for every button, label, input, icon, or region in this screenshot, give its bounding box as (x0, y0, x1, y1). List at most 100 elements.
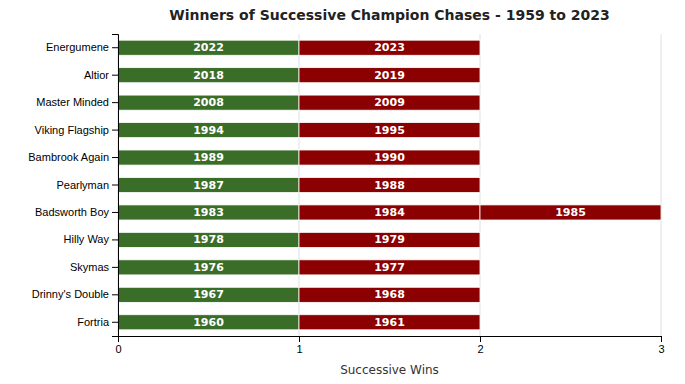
bar-segment (480, 177, 481, 192)
bar-segment (480, 95, 481, 110)
x-tick-label: 0 (115, 343, 121, 355)
x-tick: 1 (296, 336, 302, 355)
segment-label: 1988 (374, 179, 405, 192)
bar-segment (118, 40, 299, 55)
segment-label: 1987 (193, 179, 224, 192)
x-tick: 3 (658, 336, 664, 355)
y-tick-mark (112, 75, 118, 76)
x-axis: 0 1 2 3 (115, 336, 664, 355)
y-tick-mark (112, 130, 118, 131)
bar-segment (118, 232, 299, 247)
bar-segment (480, 287, 481, 302)
segment-label: 1983 (193, 206, 224, 219)
grid-line (661, 34, 662, 336)
segment-label: 2018 (193, 69, 224, 82)
y-axis-line (112, 35, 119, 337)
y-tick-label: Pearlyman (56, 179, 109, 191)
bar-segment (118, 95, 299, 110)
segment-label: 2008 (193, 96, 224, 109)
x-axis-title: Successive Wins (340, 363, 439, 377)
x-tick: 0 (115, 336, 121, 355)
bars (118, 40, 661, 330)
segment-labels: 2022202320182019200820091994199519891990… (193, 41, 586, 329)
segment-label: 1961 (374, 316, 405, 329)
y-tick: Viking Flagship (35, 124, 118, 136)
y-tick: Skymas (70, 261, 118, 273)
segment-label: 2022 (193, 41, 224, 54)
x-tick-label: 3 (658, 343, 664, 355)
bar-segment (299, 315, 480, 330)
bar-segment (299, 260, 480, 275)
x-tick-mark (299, 336, 300, 342)
bar-segment (118, 177, 299, 192)
segment-label: 1979 (374, 233, 405, 246)
y-tick-mark (112, 185, 118, 186)
bar-segment (299, 68, 480, 83)
x-tick-mark (480, 336, 481, 342)
y-tick: Drinny's Double (32, 288, 118, 300)
y-tick-mark (112, 102, 118, 103)
bar-segment (480, 123, 481, 138)
bar-segment (299, 177, 480, 192)
segment-label: 1984 (374, 206, 405, 219)
bar-segment (480, 205, 661, 220)
segment-label: 1978 (193, 233, 224, 246)
bar-segment (299, 40, 480, 55)
y-tick-label: Hilly Way (64, 233, 110, 245)
bar-segment (299, 95, 480, 110)
bar-segment (299, 123, 480, 138)
x-axis-line (119, 337, 662, 343)
segment-label: 1985 (555, 206, 586, 219)
bar-segment (299, 287, 480, 302)
y-tick-label: Master Minded (36, 96, 109, 108)
segment-label: 2023 (374, 41, 405, 54)
bar-segment (480, 232, 481, 247)
bar-segment (118, 205, 299, 220)
bar-segment (480, 260, 481, 275)
y-tick: Bambrook Again (28, 151, 118, 163)
y-tick-label: Skymas (70, 261, 110, 273)
segment-label: 2009 (374, 96, 405, 109)
y-tick: Pearlyman (56, 179, 118, 191)
bar-segment (299, 150, 480, 165)
chart-svg: 2022202320182019200820091994199519891990… (0, 0, 685, 384)
bar-segment (480, 40, 481, 55)
y-tick-mark (112, 239, 118, 240)
y-tick-mark (112, 212, 118, 213)
bar-segment (118, 260, 299, 275)
bar-segment (299, 205, 480, 220)
y-tick-mark (112, 294, 118, 295)
y-tick-label: Drinny's Double (32, 288, 109, 300)
y-tick-label: Energumene (46, 41, 109, 53)
y-tick: Fortria (77, 316, 118, 328)
y-tick-mark (112, 322, 118, 323)
bar-segment (118, 315, 299, 330)
bar-segment (299, 232, 480, 247)
y-tick-label: Bambrook Again (28, 151, 109, 163)
segment-label: 1968 (374, 288, 405, 301)
x-tick: 2 (477, 336, 483, 355)
segment-label: 1990 (374, 151, 405, 164)
bar-segment (480, 315, 481, 330)
chart-title: Winners of Successive Champion Chases - … (169, 7, 609, 23)
segment-label: 1967 (193, 288, 224, 301)
y-axis: Energumene Altior Master Minded Viking Flag… (28, 35, 118, 337)
bar-segment (118, 150, 299, 165)
grid (118, 34, 661, 336)
x-tick-label: 1 (296, 343, 302, 355)
y-tick: Altior (84, 69, 118, 81)
plot-area: 2022202320182019200820091994199519891990… (28, 34, 664, 355)
y-tick: Master Minded (36, 96, 118, 108)
segment-label: 1960 (193, 316, 224, 329)
segment-label: 1977 (374, 261, 405, 274)
bar-segment (118, 68, 299, 83)
y-tick: Hilly Way (64, 233, 118, 245)
x-tick-label: 2 (477, 343, 483, 355)
segment-label: 1995 (374, 124, 405, 137)
y-tick-mark (112, 157, 118, 158)
y-tick-label: Fortria (77, 316, 110, 328)
segment-label: 2019 (374, 69, 405, 82)
y-tick-mark (112, 47, 118, 48)
y-tick-label: Badsworth Boy (35, 206, 109, 218)
bar-segment (118, 123, 299, 138)
